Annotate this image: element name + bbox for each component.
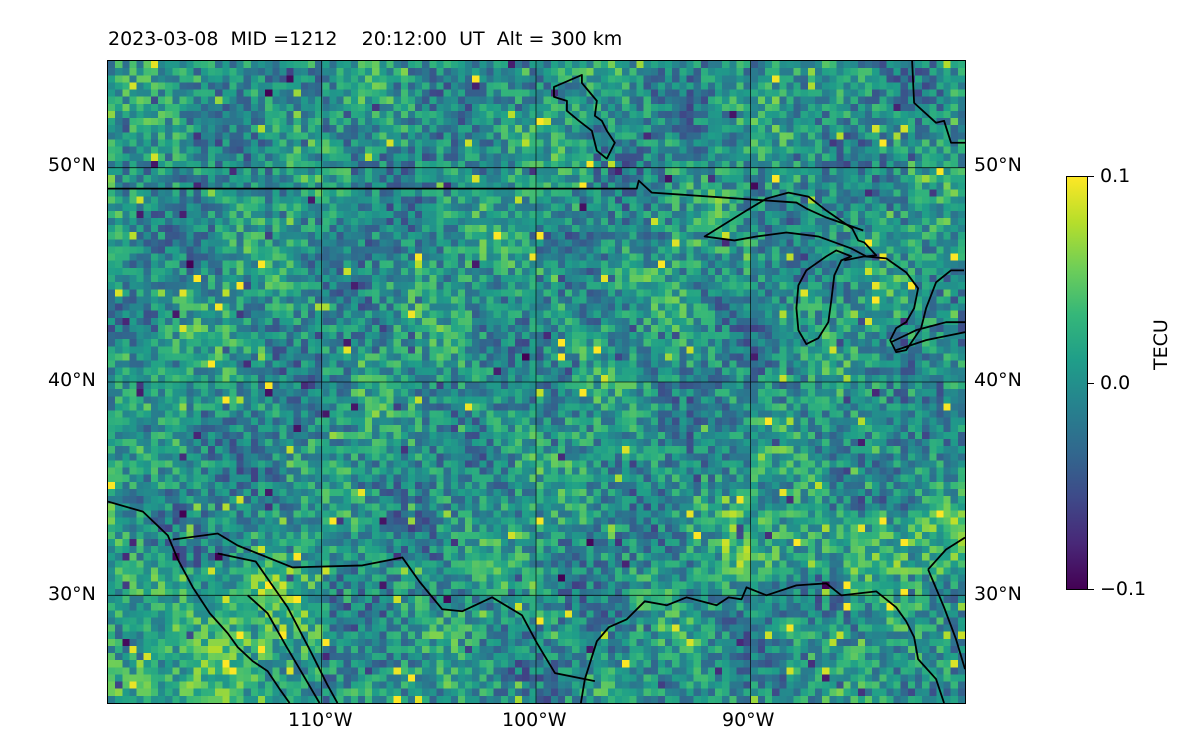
baja-peninsula	[108, 500, 291, 703]
coastlines	[108, 61, 965, 703]
lake-winnipeg-shore	[553, 74, 616, 160]
gridlines	[108, 61, 965, 703]
colorbar-label-min: −0.1	[1100, 578, 1147, 600]
mexico-pacific-coast	[217, 552, 339, 703]
lat-label-left-30n: 30°N	[48, 583, 96, 605]
lat-label-right-30n: 30°N	[974, 583, 1022, 605]
title-ut: UT	[459, 28, 485, 50]
florida-peninsula	[927, 536, 965, 670]
gulf-of-mexico-coast	[580, 582, 945, 703]
lat-label-right-40n: 40°N	[974, 369, 1022, 391]
us-mexico-border	[172, 532, 596, 682]
lon-label-100w: 100°W	[502, 709, 567, 731]
colorbar-tick-max	[1088, 176, 1094, 178]
lat-label-left-40n: 40°N	[48, 369, 96, 391]
title-time: 20:12:00	[361, 28, 447, 50]
title-date: 2023-03-08	[108, 28, 219, 50]
map-panel[interactable]	[107, 60, 966, 704]
lake-superior	[703, 191, 878, 258]
lake-erie	[890, 321, 965, 351]
lake-huron	[844, 255, 965, 353]
gulf-of-california	[247, 594, 321, 703]
colorbar-unit-label: TECU	[1150, 319, 1172, 370]
us-canada-border	[108, 179, 864, 232]
lake-michigan	[795, 249, 853, 346]
lat-label-left-50n: 50°N	[48, 154, 96, 176]
colorbar-label-zero: 0.0	[1100, 372, 1131, 394]
map-title: 2023-03-08 MID =1212 20:12:00 UT Alt = 3…	[108, 28, 622, 50]
title-altitude: Alt = 300 km	[496, 28, 623, 50]
colorbar-label-max: 0.1	[1100, 165, 1131, 187]
map-overlay	[108, 61, 965, 703]
lat-label-right-50n: 50°N	[974, 154, 1022, 176]
lon-label-90w: 90°W	[722, 709, 775, 731]
title-mid: MID =1212	[230, 28, 338, 50]
colorbar-tick-min	[1088, 589, 1094, 591]
colorbar-tick-zero	[1088, 383, 1094, 385]
colorbar	[1066, 176, 1088, 590]
hudson-bay-shore	[911, 61, 965, 144]
lon-label-110w: 110°W	[288, 709, 353, 731]
